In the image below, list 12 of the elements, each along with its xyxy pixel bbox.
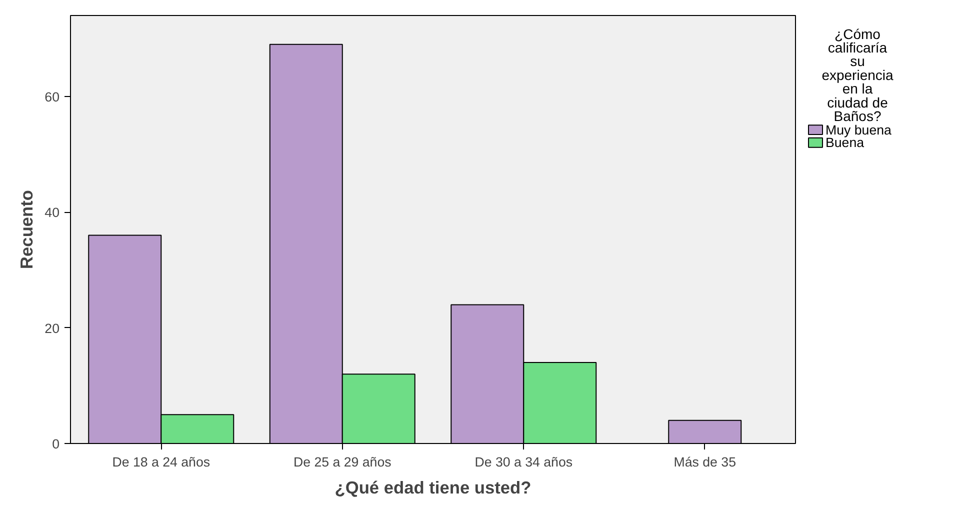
- y-tick-label: 40: [44, 205, 60, 220]
- legend-title: ¿Cómo calificaría su experiencia en la ciudad de Baños?: [822, 26, 894, 124]
- x-tick-label: De 25 a 29 años: [293, 454, 392, 470]
- x-axis-title: ¿Qué edad tiene usted?: [334, 478, 532, 498]
- y-tick-label: 20: [44, 320, 60, 336]
- x-tick-label: De 18 a 24 años: [112, 454, 210, 470]
- x-tick-label: De 30 a 34 años: [474, 454, 573, 470]
- x-tick-label: Más de 35: [674, 454, 736, 470]
- y-axis-title: Recuento: [16, 190, 37, 269]
- y-tick-label: 0: [52, 436, 60, 452]
- legend-label: Muy buena: [826, 122, 892, 138]
- y-tick-label: 60: [44, 89, 60, 104]
